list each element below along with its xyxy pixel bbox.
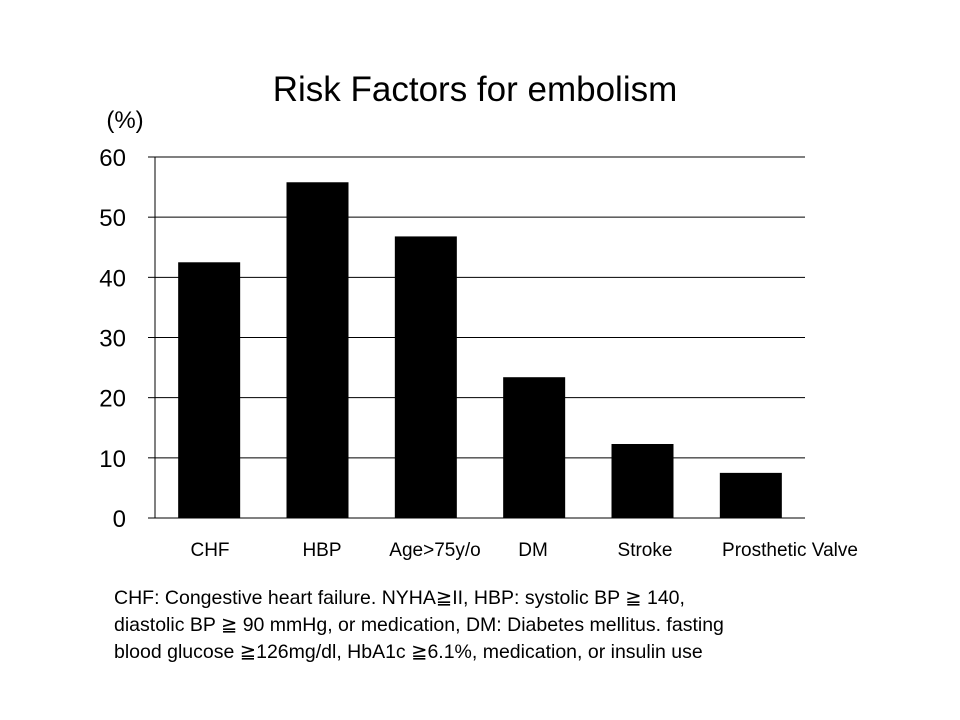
y-tick-label-40: 40 <box>99 265 126 292</box>
footnote-line-1: CHF: Congestive heart failure. NYHA≧II, … <box>114 587 685 609</box>
chart-title: Risk Factors for embolism <box>273 70 678 109</box>
footnote-line-3: blood glucose ≧126mg/dl, HbA1c ≧6.1%, me… <box>114 641 703 663</box>
bar-age-75y-o <box>394 236 457 519</box>
bar-hbp <box>286 182 349 518</box>
bar-prosthetic-valve <box>719 472 782 518</box>
x-tick-label-hbp: HBP <box>302 540 341 561</box>
y-tick-label-60: 60 <box>99 145 126 172</box>
y-tick-label-50: 50 <box>99 205 126 232</box>
x-tick-label-age-75y-o: Age>75y/o <box>389 540 480 561</box>
y-axis-label: (%) <box>106 107 143 134</box>
y-tick-label-30: 30 <box>99 326 126 353</box>
footnote: CHF: Congestive heart failure. NYHA≧II, … <box>114 585 914 666</box>
x-tick-label-prosthetic-valve: Prosthetic Valve <box>722 540 858 561</box>
footnote-line-2: diastolic BP ≧ 90 mmHg, or medication, D… <box>114 614 724 636</box>
gridlines <box>155 156 805 519</box>
x-tick-label-chf: CHF <box>190 540 229 561</box>
x-axis-labels: CHF HBP Age>75y/o DM Stroke Prosthetic Valve <box>190 540 857 561</box>
y-tick-label-0: 0 <box>113 506 126 533</box>
bar-dm <box>503 377 566 518</box>
bar-stroke <box>611 443 674 518</box>
y-tick-label-10: 10 <box>99 446 126 473</box>
bars <box>178 182 782 519</box>
y-tick-label-20: 20 <box>99 386 126 413</box>
bar-chf <box>178 262 241 518</box>
x-tick-label-dm: DM <box>518 540 548 561</box>
y-axis-ticks: 0 10 20 30 40 50 60 <box>99 145 155 533</box>
x-tick-label-stroke: Stroke <box>618 540 673 561</box>
